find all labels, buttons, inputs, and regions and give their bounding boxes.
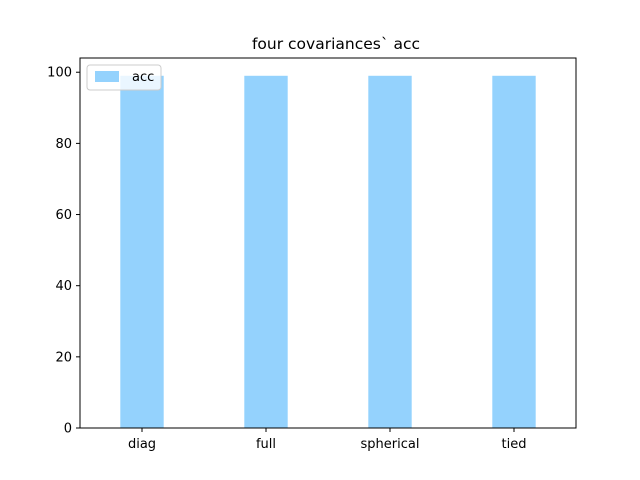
- y-tick-label: 0: [64, 422, 72, 437]
- x-axis: diag full spherical tied: [128, 428, 527, 452]
- y-tick-label: 60: [55, 208, 72, 223]
- legend-label-acc: acc: [132, 70, 154, 85]
- bar-tied: [492, 75, 536, 429]
- y-axis: 0 20 40 60 80 100: [47, 66, 80, 437]
- y-tick-label: 20: [55, 350, 72, 365]
- y-tick-label: 40: [55, 279, 72, 294]
- x-tick-label: spherical: [361, 437, 420, 452]
- bar-diag: [120, 75, 164, 429]
- x-tick-label: diag: [128, 437, 156, 452]
- y-tick-label: 80: [55, 137, 72, 152]
- bars-group: [120, 75, 536, 429]
- x-tick-label: full: [256, 437, 276, 452]
- bar-full: [244, 75, 288, 429]
- legend-swatch-acc: [95, 71, 119, 82]
- chart-title: four covariances` acc: [252, 35, 420, 53]
- y-tick-label: 100: [47, 66, 72, 81]
- bar-spherical: [368, 75, 412, 429]
- legend: acc: [86, 64, 162, 91]
- x-tick-label: tied: [502, 437, 527, 452]
- plot-frame: [79, 57, 577, 429]
